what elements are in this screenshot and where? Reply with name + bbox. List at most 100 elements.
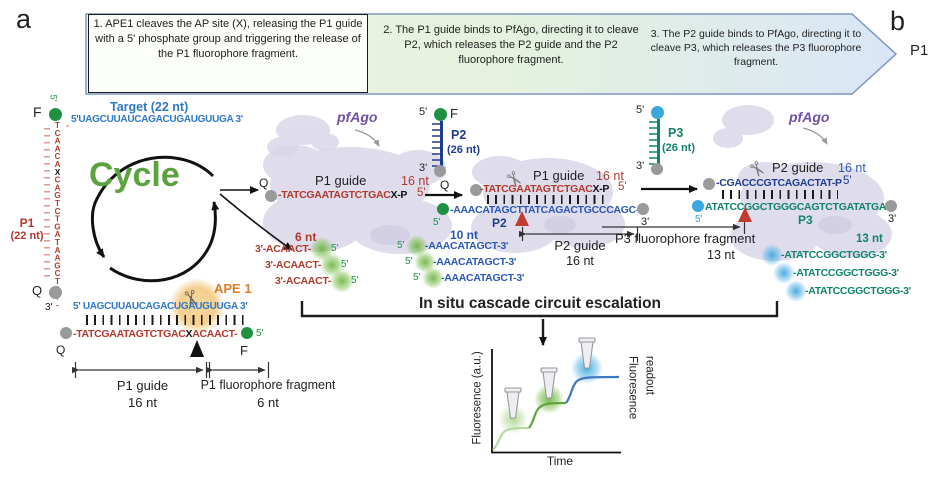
target-sequence: 5'UAGCUUAUCAGACUGAUGUUGA 3' [71,114,243,125]
complex1-guide-label: P1 guide [315,173,367,188]
complex1-five-prime: 5' [417,187,426,199]
complex2-p2-fluorophore-dot [437,203,449,215]
p2-name: P2 [451,128,467,142]
panel-b-p1-label: P1 [910,42,929,59]
p2-cleavage-site-triangle [515,211,529,226]
p1-frag-span-label: P1 fluorophore fragment [200,378,336,392]
complex2-basepair-rungs [487,195,604,204]
complex2-p2-strand: -AAACATAGCTTATCAGACTGCCCAGC- [450,204,640,216]
frag6-five-prime: 5' [351,275,359,286]
p3-frag-span-label: P3 fluorophore fragment [615,231,756,246]
step-arrows [425,185,698,199]
complex3-guide-sequence: -CGACCCGTCAGACTAT-P [716,177,842,189]
duplex1-q-label: Q [56,343,66,357]
complex1-guide-sequence: -TATCGAATAGTCTGACX-P [278,189,408,201]
complex1-q-label: Q [259,176,269,190]
p3-hairpin-ladder [649,119,660,168]
complex3-guide-label: P2 guide [772,160,824,175]
chart-x-axis-label: Time [546,454,574,468]
frag13-row: -ATATCCGGCTGGG-3' [781,249,887,261]
banner-step1-box [88,14,368,93]
blob-shading [370,216,852,245]
chart-axes [491,349,621,454]
complex3-three-prime: 3' [888,213,897,225]
readout-chart [491,337,621,454]
complex2-guide-sequence: -TATCGAATAGTCTGACX-P [480,183,610,195]
complex3-basepair-rungs [722,190,838,199]
tube-icons [504,337,596,419]
pfago-docking-arrows [354,127,828,147]
pfago-label-1: pfAgo [337,109,378,125]
p3-quencher-dot [651,163,663,175]
frag13-row: -ATATCCGGCTGGG-3' [805,285,911,297]
frag6-row: 3'-ACAACT- [265,259,322,271]
complex3-p3-quencher-dot [885,200,897,212]
duplex1-target-strand: 5' UAGCUUAUCAGACUGAUGUUGA 3' [73,301,248,312]
banner-step2-text: 2. The P1 guide binds to PfAgo, directin… [383,24,639,66]
cycle-label: Cycle [89,156,180,194]
duplex1-quencher-dot [60,327,72,339]
p3-three-prime: 3' [636,160,645,172]
p3-name: P3 [668,126,684,140]
p2-guide-span-label: P2 guide [554,238,606,253]
ap-site-xp: X-P [592,183,610,195]
step3-number: 3. [650,28,660,40]
ap-site-x: X [185,328,193,340]
complex1-guide-nt: 16 nt [401,174,429,188]
complex1-quencher-dot [265,190,277,202]
p1-fluorophore-dot [49,108,62,121]
complex3-five-prime: 5' [843,175,852,187]
complex3-p3-strand: ATATCCGGCTGGGCAGTCTGATATGA- [705,201,890,213]
tube-icon-3 [578,337,596,369]
duplex1-p1-strand: -TATCGAATAGTCTGACXACAACT- [73,328,238,340]
fragment-glows [310,235,807,302]
complex3-p3-label: P3 [798,213,813,227]
cascade-bracket [300,301,779,318]
target-label: Target (22 nt) [110,100,189,114]
ape1-cleavage-site-triangle [190,340,204,357]
complex3-quencher-dot [703,178,715,190]
curve-step1 [492,426,530,451]
p1-three-prime-label: 3' [45,302,53,313]
p2-quencher-dot [434,165,446,177]
frag10-five-prime: 5' [413,272,421,283]
complex2-guide-label: P1 guide [533,168,585,183]
p1-frag-span-nt: 6 nt [257,395,279,410]
p2-three-prime: 3' [419,162,428,174]
step1-number: 1. [93,18,103,30]
banner-step1-text: 1. APE1 cleaves the AP site (X), releasi… [93,18,363,60]
complex2-quencher-dot [470,184,482,196]
p1-hairpin-pairing-ticks [44,128,50,280]
p1-name-label: P1 (22 nt) [10,216,44,242]
ap-site-xp: X-P [390,189,408,201]
frag10-nt-label: 10 nt [450,228,479,242]
cycle-arrows [90,155,220,283]
p3-nt: (26 nt) [662,142,695,154]
frag6-nt-label: 6 nt [295,230,317,244]
step2-number: 2. [383,24,393,36]
duplex1-f-label: F [240,343,248,358]
chart-readout-label: Fluoresence readout [626,356,656,420]
p1-quencher-label: Q [32,283,43,298]
panel-label-a: a [16,4,32,34]
p2-nt: (26 nt) [447,144,480,156]
complex2-p2-quencher-dot [637,203,649,215]
p1-five-prime-label: 5' [48,94,59,102]
p1-fluorophore-label: F [33,104,42,120]
ape1-label: APE 1 [214,281,252,296]
frag13-row: -ATATCCGGCTGGG-3' [793,267,899,279]
p1-hairpin-sequence: -TCAACAXCAGTCTGATAAGCTAT- [53,121,72,309]
p2-q-label: Q [440,178,450,192]
p1-guide-span-label: P1 guide [116,378,169,393]
panel-label-b: b [890,6,906,36]
frag6-row: 3'-ACAACT- [275,275,332,287]
frag10-five-prime: 5' [405,256,413,267]
pfago-small-blob-1 [267,115,339,157]
complex3-p3-five-prime: 5' [695,214,703,225]
frag6-row: 3'-ACAACT- [255,243,312,255]
duplex1-fluorophore-dot [241,327,253,339]
p3-frag-span-nt: 13 nt [707,248,735,262]
p2-guide-span-nt: 16 nt [566,254,594,268]
frag10-row: -AAACATAGCT-3' [441,272,525,284]
